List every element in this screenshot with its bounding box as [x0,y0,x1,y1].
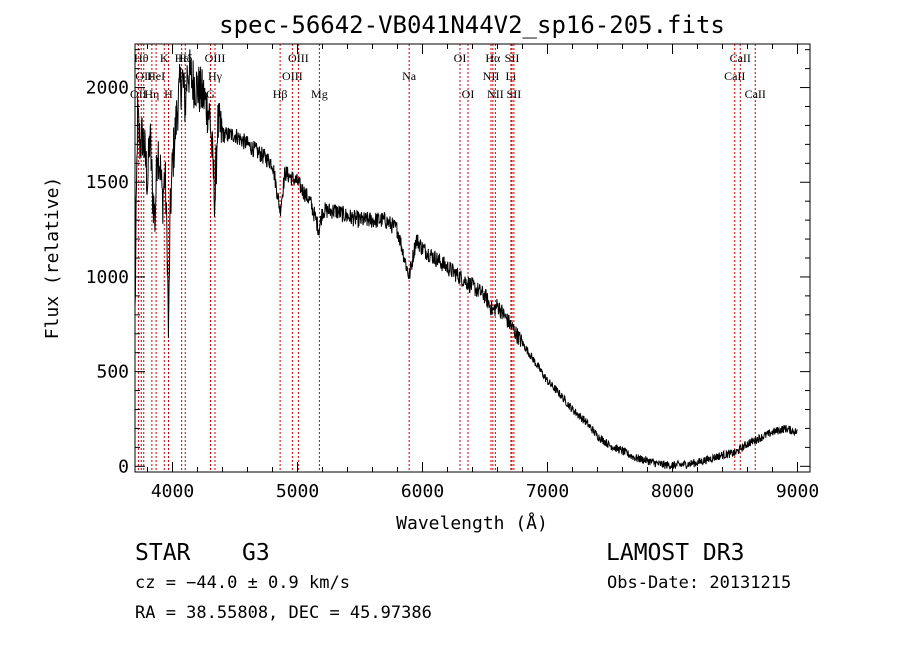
y-tick-label: 2000 [86,78,129,99]
spectral-line-label: CaII [724,69,745,83]
y-tick-label: 500 [96,362,129,383]
y-tick-label: 1500 [86,172,129,193]
x-tick-label: 9000 [776,481,819,502]
spectral-line-label: CaII [730,51,751,65]
spectral-line-label: OIII [205,51,226,65]
x-tick-label: 5000 [276,481,319,502]
spectral-line-label: G [206,87,215,101]
spectral-line-label: OIII [288,51,309,65]
spectral-line-label: Na [402,69,417,83]
spectral-line-label: Hβ [273,87,288,101]
x-tick-label: 6000 [401,481,444,502]
survey-name: LAMOST DR3 [606,540,745,566]
spectrum-layer [134,49,798,470]
spectral-line-label: OI [462,87,475,101]
x-tick-label: 4000 [151,481,194,502]
spectral-line-label: CaII [745,87,766,101]
spectral-line-label: SII [505,51,520,65]
spectral-subclass: G3 [242,540,270,566]
spectral-line-label: NII [487,87,504,101]
spectral-line-label: Hθ [134,51,149,65]
y-axis-label: Flux (relative) [42,177,63,340]
x-tick-label: 7000 [526,481,569,502]
y-tick-label: 1000 [86,267,129,288]
spectral-line-label: OI [454,51,467,65]
x-axis-label: Wavelength (Å) [396,512,548,534]
spectral-line-label: Hη [144,87,159,101]
spectral-line-label: K [160,51,169,65]
spectral-line-label: SII [507,87,522,101]
observation-date: Obs-Date: 20131215 [607,573,792,593]
spectral-line-label: OII [130,87,147,101]
chart-title: spec-56642-VB041N44V2_sp16-205.fits [219,11,725,39]
x-tick-label: 8000 [651,481,694,502]
spectral-line-label: Hγ [208,69,223,83]
object-class: STAR [135,540,191,566]
sky-coordinates: RA = 38.55808, DEC = 45.97386 [135,603,432,623]
spectral-lines-layer: OIIHθOIIHηHeIKHHεHδGOIIIHγHβOIIIOIIIMgNa… [130,44,766,472]
spectral-line-label: NII [483,69,500,83]
spectral-line-label: Li [506,69,517,83]
spectral-line-label: H [164,87,173,101]
y-tick-label: 0 [118,456,129,477]
spectral-line-label: HeI [147,69,165,83]
spectral-line-label: OII [135,69,152,83]
spectral-line-label: Hα [485,51,501,65]
redshift-velocity: cz = −44.0 ± 0.9 km/s [135,573,350,593]
spectral-line-label: OIII [282,69,303,83]
spectrum-trace [134,49,798,470]
spectral-line-label: Mg [311,87,328,101]
axes-layer: 4000 5000 6000 7000 8000 9000 0 500 1000 1500 2000 [86,44,819,502]
plot-frame [134,43,811,473]
